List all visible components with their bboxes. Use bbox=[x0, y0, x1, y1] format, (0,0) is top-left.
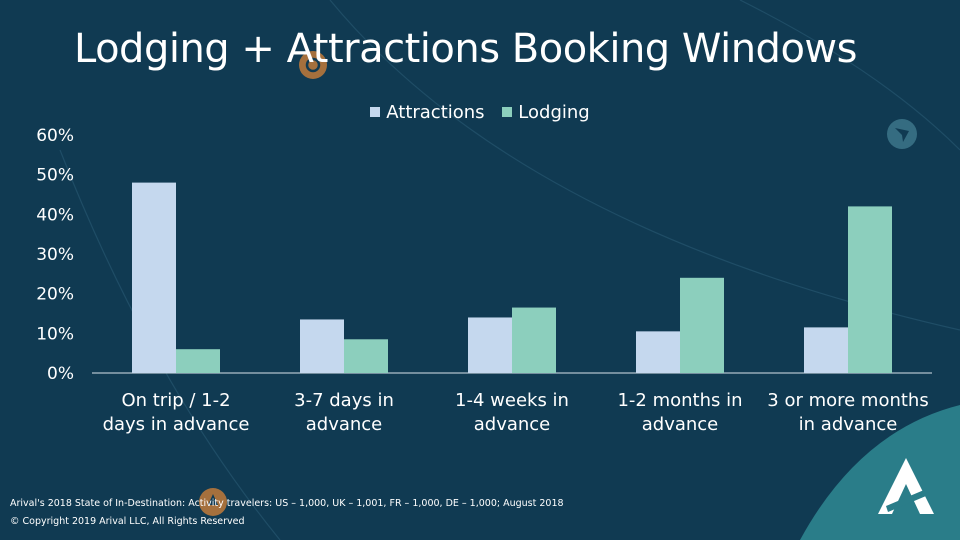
legend-item-lodging: Lodging bbox=[502, 101, 590, 123]
y-tick-label: 60% bbox=[36, 126, 74, 146]
page-title: Lodging + Attractions Booking Windows bbox=[74, 26, 857, 72]
x-tick-label: 1-2 months in bbox=[617, 390, 742, 411]
legend-swatch-lodging bbox=[502, 107, 513, 117]
bar-lodging-4 bbox=[680, 277, 724, 373]
legend-item-attractions: Attractions bbox=[370, 101, 485, 123]
source-note: Arival's 2018 State of In-Destination: A… bbox=[10, 498, 564, 509]
chart-legend: Attractions Lodging bbox=[0, 101, 960, 123]
bar-attractions-3 bbox=[468, 317, 512, 373]
y-tick-label: 10% bbox=[36, 324, 74, 344]
bar-lodging-3 bbox=[512, 307, 556, 373]
pin-icon bbox=[199, 488, 227, 516]
legend-swatch-attractions bbox=[370, 107, 381, 117]
bar-lodging-1 bbox=[176, 349, 220, 373]
x-tick-label: advance bbox=[642, 414, 719, 435]
x-tick-label: On trip / 1-2 bbox=[121, 390, 230, 411]
x-tick-label: days in advance bbox=[103, 414, 250, 435]
navigation-arrow-icon bbox=[887, 119, 917, 149]
y-tick-label: 20% bbox=[36, 285, 74, 305]
copyright-note: © Copyright 2019 Arival LLC, All Rights … bbox=[10, 516, 245, 527]
bar-lodging-5 bbox=[848, 206, 892, 373]
bar-attractions-4 bbox=[636, 331, 680, 373]
y-tick-label: 50% bbox=[36, 166, 74, 186]
x-tick-label: advance bbox=[306, 414, 383, 435]
y-tick-label: 0% bbox=[47, 364, 74, 384]
bar-attractions-2 bbox=[300, 319, 344, 373]
x-tick-label: 3 or more months bbox=[767, 390, 928, 411]
x-tick-label: 1-4 weeks in bbox=[455, 390, 569, 411]
x-tick-label: advance bbox=[474, 414, 551, 435]
bar-attractions-1 bbox=[132, 182, 176, 373]
y-tick-label: 30% bbox=[36, 245, 74, 265]
arival-logo-icon bbox=[878, 458, 934, 514]
bar-lodging-2 bbox=[344, 339, 388, 373]
legend-label-attractions: Attractions bbox=[386, 101, 485, 123]
pin-icon bbox=[299, 51, 327, 79]
legend-label-lodging: Lodging bbox=[518, 101, 590, 123]
x-tick-label: 3-7 days in bbox=[294, 390, 394, 411]
x-tick-label: in advance bbox=[799, 414, 898, 435]
y-tick-label: 40% bbox=[36, 205, 74, 225]
bar-attractions-5 bbox=[804, 327, 848, 373]
